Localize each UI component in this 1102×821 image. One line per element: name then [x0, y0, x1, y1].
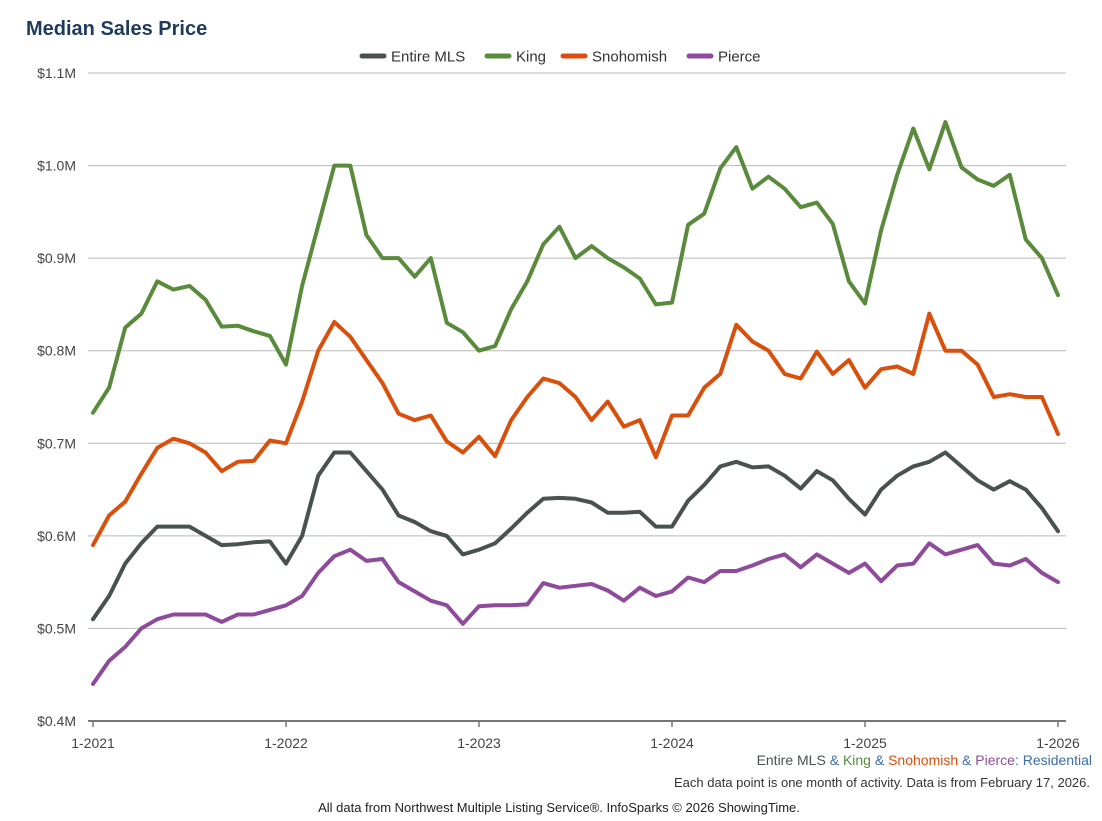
caption-snohomish: Snohomish	[888, 752, 959, 768]
series-line-snohomish	[91, 311, 1060, 548]
caption-entire-mls: Entire MLS	[756, 752, 826, 768]
x-tick-label: 1-2025	[843, 735, 887, 751]
y-tick-label: $0.7M	[37, 435, 76, 451]
y-tick-label: $0.9M	[37, 250, 76, 266]
y-tick-label: $0.6M	[37, 528, 76, 544]
y-tick-label: $1.1M	[37, 65, 76, 81]
caption-separator: &	[958, 752, 976, 768]
chart-caption: Entire MLS & King & Snohomish & Pierce: …	[757, 752, 1092, 768]
x-tick-label: 1-2022	[264, 735, 308, 751]
legend-label: Entire MLS	[391, 49, 465, 66]
y-tick-label: $0.4M	[37, 713, 76, 729]
x-tick-label: 1-2021	[71, 735, 115, 751]
caption-residential: : Residential	[1014, 752, 1092, 768]
data-note: Each data point is one month of activity…	[674, 775, 1090, 790]
legend-label: Snohomish	[592, 49, 667, 66]
x-tick-label: 1-2026	[1036, 735, 1080, 751]
series-line-pierce	[91, 541, 1060, 686]
y-tick-label: $1.0M	[37, 158, 76, 174]
x-tick-label: 1-2024	[650, 735, 694, 751]
caption-separator: &	[825, 752, 843, 768]
x-tick-label: 1-2023	[457, 735, 501, 751]
legend-label: King	[516, 49, 546, 66]
caption-king: King	[842, 752, 871, 768]
caption-separator: &	[870, 752, 889, 768]
series-line-king	[91, 120, 1060, 415]
legend-label: Pierce	[718, 49, 761, 66]
data-credit: All data from Northwest Multiple Listing…	[318, 800, 800, 815]
y-tick-label: $0.8M	[37, 343, 76, 359]
y-tick-label: $0.5M	[37, 620, 76, 636]
chart-title: Median Sales Price	[26, 18, 208, 40]
caption-pierce: Pierce	[975, 752, 1015, 768]
series-line-entire-mls	[91, 450, 1060, 622]
